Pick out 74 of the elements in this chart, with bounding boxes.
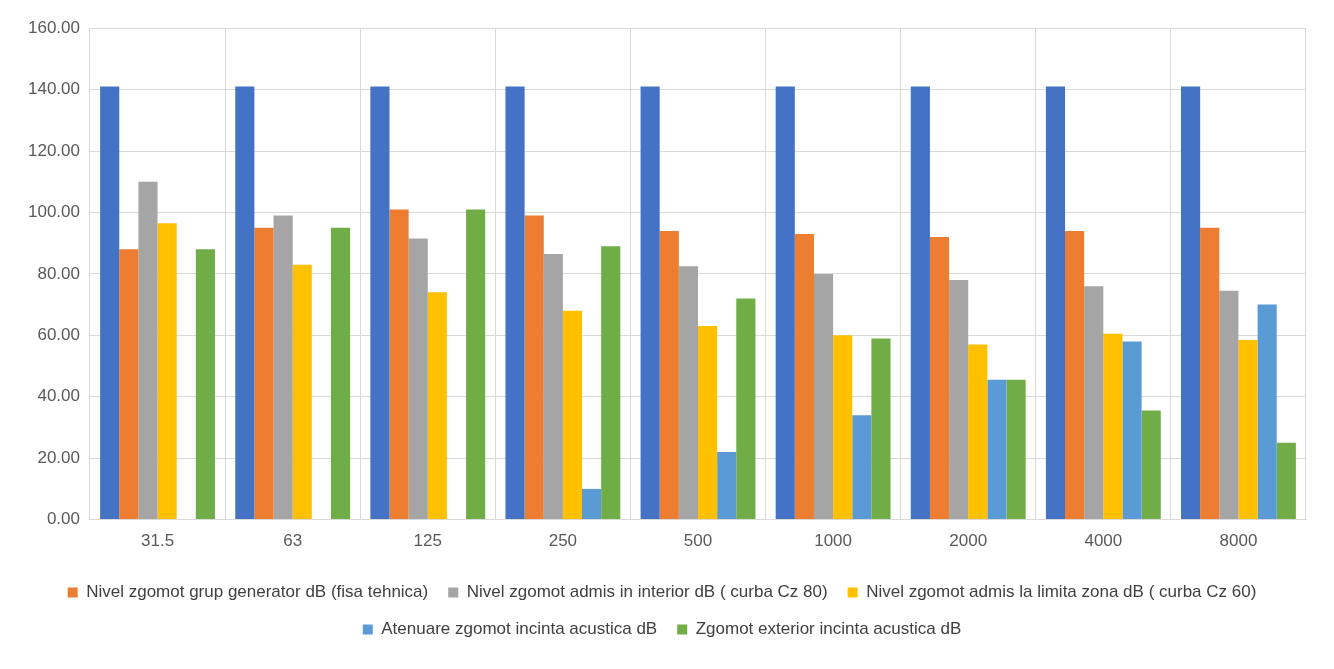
bar [1065, 230, 1085, 520]
bar [1045, 86, 1066, 520]
y-tick-label: 80.00 [37, 263, 80, 283]
bar [813, 273, 834, 520]
bar [505, 86, 525, 520]
y-tick-label: 160.00 [28, 17, 80, 37]
bar [1103, 333, 1123, 520]
bar [119, 249, 139, 520]
bar [601, 246, 621, 520]
bar [524, 215, 544, 520]
bar [195, 249, 215, 520]
bar [466, 209, 486, 520]
bar [968, 344, 988, 520]
bar [794, 233, 814, 520]
x-tick-label: 500 [683, 531, 713, 551]
bar [698, 326, 718, 520]
bar [292, 264, 312, 520]
bar [138, 181, 158, 520]
y-tick-label: 60.00 [37, 325, 80, 345]
y-tick-label: 40.00 [37, 386, 80, 406]
legend-label: Nivel zgomot grup generator dB (fisa tehnica) [86, 582, 429, 602]
bar [1006, 379, 1026, 520]
x-tick-label: 8000 [1219, 531, 1258, 551]
bar [659, 230, 679, 520]
bar [910, 86, 930, 520]
x-tick-label: 125 [413, 531, 442, 551]
bar [273, 215, 293, 520]
bar [949, 280, 969, 520]
bar [254, 227, 274, 520]
bar [929, 237, 950, 520]
bar [736, 298, 756, 520]
bar [1200, 227, 1220, 520]
bar [1181, 86, 1201, 520]
y-tick-label: 0.00 [46, 509, 80, 529]
bar [370, 86, 390, 520]
bar [1219, 290, 1239, 520]
bar [987, 379, 1007, 520]
x-tick-label: 250 [548, 531, 578, 551]
bar [408, 238, 428, 520]
bar [543, 253, 563, 520]
x-tick-label: 1000 [814, 531, 853, 551]
x-tick-label: 31.5 [141, 531, 175, 551]
legend-label: Atenuare zgomot incinta acustica dB [381, 619, 658, 639]
bar [1238, 339, 1258, 520]
bar [1084, 286, 1104, 520]
bar [1141, 410, 1161, 520]
bar [582, 488, 602, 520]
legend-label: Nivel zgomot admis in interior dB ( curba Cz 80) [466, 582, 828, 602]
bar [1122, 341, 1142, 520]
bar [1257, 304, 1277, 520]
bar [871, 338, 891, 520]
bar [235, 86, 255, 520]
bar [157, 223, 177, 520]
bar [775, 86, 795, 520]
bar [678, 266, 698, 520]
y-tick-label: 140.00 [28, 79, 80, 99]
bar [389, 209, 409, 520]
legend-label: Nivel zgomot admis la limita zona dB ( curba Cz 60) [866, 582, 1257, 602]
y-tick-label: 100.00 [28, 202, 80, 222]
legend-label: Zgomot exterior incinta acustica dB [695, 619, 962, 639]
bar [562, 310, 583, 520]
bar [427, 292, 447, 520]
bar [640, 86, 660, 520]
x-tick-label: 2000 [949, 531, 988, 551]
bar [833, 335, 853, 520]
y-tick-label: 20.00 [37, 447, 80, 467]
bar [1276, 442, 1296, 520]
bar [330, 227, 351, 520]
y-tick-label: 120.00 [28, 140, 80, 160]
x-tick-label: 4000 [1084, 531, 1123, 551]
bar [100, 86, 120, 520]
bar [852, 415, 872, 520]
bar [717, 452, 737, 520]
x-tick-label: 63 [283, 531, 303, 551]
